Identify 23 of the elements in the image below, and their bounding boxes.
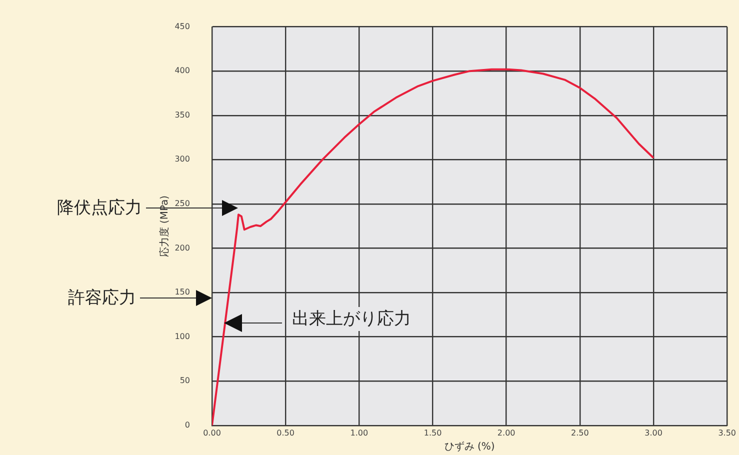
text: 降伏点応力 xyxy=(57,197,142,220)
y-tick-label: 250 xyxy=(174,199,190,208)
y-tick-label: 0 xyxy=(184,420,190,430)
x-tick-label: 3.00 xyxy=(644,428,662,438)
x-tick-label: 2.50 xyxy=(571,428,589,438)
y-axis-title: 応力度 (MPa) xyxy=(158,195,171,257)
x-tick-label: 2.00 xyxy=(497,428,516,438)
annotation: 出来上がり応力 xyxy=(290,307,413,331)
x-tick-label: 0.00 xyxy=(203,428,221,438)
x-tick-label: 0.50 xyxy=(276,428,294,438)
y-tick-label: 100 xyxy=(174,332,190,341)
x-tick-label: 1.00 xyxy=(350,428,368,438)
y-tick-label: 200 xyxy=(174,243,190,252)
x-tick-label: 3.50 xyxy=(718,428,736,438)
y-tick-label: 350 xyxy=(174,110,190,120)
x-tick-label: 1.50 xyxy=(424,428,442,438)
text: 許容応力 xyxy=(68,287,136,310)
y-tick-label: 50 xyxy=(180,376,190,386)
y-tick-label: 400 xyxy=(174,66,190,76)
y-tick-label: 450 xyxy=(174,22,190,31)
y-tick-label: 150 xyxy=(174,288,190,297)
y-tick-label: 300 xyxy=(174,154,190,164)
x-axis-title: ひずみ (%) xyxy=(444,440,495,453)
